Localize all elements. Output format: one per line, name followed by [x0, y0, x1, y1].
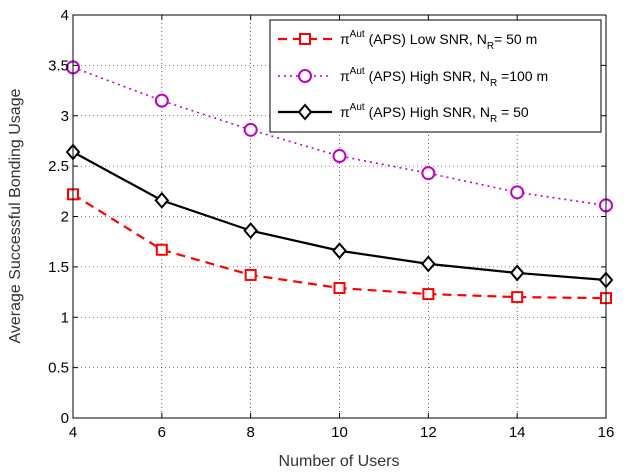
x-tick-label: 16: [598, 424, 615, 441]
data-point: [332, 149, 347, 164]
data-point: [244, 268, 257, 281]
legend-label-part: (APS) High SNR, N: [365, 104, 490, 120]
x-tick-label: 14: [509, 424, 526, 441]
legend-label-part: Aut: [350, 29, 365, 40]
axis-ticks: 4 6 8 10 12 14 16 0 0.5 1 1.5 2 2.5 3 3.5 4: [48, 7, 614, 441]
x-tick-label: 4: [69, 424, 77, 441]
x-axis-label: Number of Users: [279, 453, 400, 470]
legend-label-part: π: [340, 68, 350, 84]
legend-label-part: π: [340, 104, 350, 120]
legend-swatch-marker: [298, 69, 312, 83]
data-point: [510, 185, 525, 200]
y-tick-label: 1.5: [48, 259, 69, 276]
x-tick-label: 10: [331, 424, 348, 441]
legend-swatch-marker: [297, 103, 313, 121]
legend-label-part: = 50 m: [494, 31, 537, 47]
legend-label-part: (APS) Low SNR, N: [365, 31, 487, 47]
legend-label-part: R: [490, 78, 497, 89]
data-point: [422, 288, 435, 301]
legend-label: πAut (APS) High SNR, NR = 50: [340, 102, 529, 125]
legend-label: πAut (APS) Low SNR, NR= 50 m: [340, 29, 537, 52]
x-tick-label: 8: [246, 424, 254, 441]
legend-entry: πAut (APS) High SNR, NR =100 m: [278, 66, 548, 89]
y-tick-label: 1: [61, 309, 69, 326]
legend-label-part: Aut: [350, 102, 365, 113]
data-point: [333, 282, 346, 295]
y-tick-label: 0.5: [48, 360, 69, 377]
legend-entry: πAut (APS) High SNR, NR = 50: [278, 102, 529, 125]
data-point: [421, 255, 436, 273]
legend-label-part: (APS) High SNR, N: [365, 68, 490, 84]
data-point: [509, 264, 525, 282]
data-point: [155, 243, 168, 256]
grid-lines: [73, 15, 606, 418]
legend-label-part: R: [487, 41, 494, 52]
data-point: [421, 166, 436, 181]
y-tick-label: 2.5: [48, 158, 69, 175]
legend-label-part: π: [340, 31, 350, 47]
data-point: [154, 191, 170, 209]
x-tick-label: 6: [158, 424, 166, 441]
legend-label-part: Aut: [350, 66, 365, 77]
data-point: [511, 291, 524, 304]
data-point: [332, 242, 347, 260]
y-tick-label: 3: [61, 108, 69, 125]
legend-label-part: = 50: [497, 104, 529, 120]
y-tick-label: 4: [61, 7, 69, 24]
legend-label: πAut (APS) High SNR, NR =100 m: [340, 66, 548, 89]
data-point: [243, 122, 258, 137]
y-tick-label: 3.5: [48, 57, 69, 74]
y-tick-label: 0: [61, 410, 69, 427]
legend-label-part: =100 m: [497, 68, 548, 84]
y-axis-label: Average Successful Bonding Usage: [7, 88, 24, 343]
x-tick-label: 12: [420, 424, 437, 441]
legend-swatch-marker: [299, 33, 311, 45]
legend-label-part: R: [490, 114, 497, 125]
y-tick-label: 2: [61, 209, 69, 226]
legend-entry: πAut (APS) Low SNR, NR= 50 m: [278, 29, 537, 52]
data-point: [243, 222, 258, 240]
data-point: [154, 93, 169, 108]
